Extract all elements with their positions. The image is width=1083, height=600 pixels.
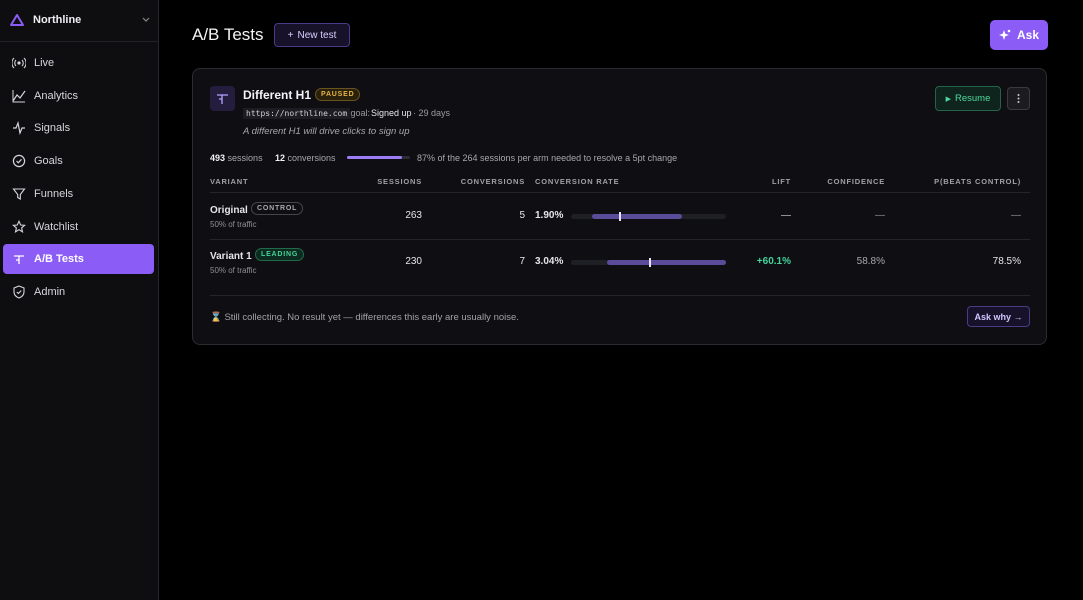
more-button[interactable] [1007, 87, 1030, 110]
rate-cell: 3.04% [535, 256, 564, 267]
row-rule [210, 239, 1030, 240]
rate-interval [591, 214, 683, 219]
page-title: A/B Tests [192, 25, 264, 44]
nav-label: Signals [34, 122, 71, 135]
nav-icon [12, 219, 26, 233]
test-age: · 29 days [413, 108, 451, 118]
rate-track [571, 258, 726, 267]
nav-label: A/B Tests [34, 253, 84, 266]
lift-cell: — [781, 210, 791, 221]
nav-label: Watchlist [34, 220, 79, 233]
ask-why-button[interactable]: Ask why → [967, 306, 1030, 327]
sessions-stat: 493 sessions [210, 153, 263, 163]
column-header: SESSIONS [377, 177, 422, 186]
brand-chevron[interactable] [141, 16, 151, 24]
resume-label: Resume [955, 93, 991, 104]
goal-label: · goal: [345, 108, 371, 118]
nav-label: Goals [34, 155, 63, 168]
variant-name: Variant 1 [210, 251, 252, 262]
nav-item[interactable]: Signals [3, 113, 154, 143]
column-header: LIFT [771, 177, 791, 186]
new-test-label: New test [297, 29, 337, 41]
column-header: VARIANT [210, 177, 249, 186]
nav-icon [14, 255, 24, 265]
column-header: CONFIDENCE [827, 177, 885, 186]
divider [0, 41, 158, 42]
play-icon: ▶ [945, 95, 951, 103]
brand-name[interactable]: Northline [33, 14, 82, 26]
variant-badge: LEADING [255, 248, 305, 261]
footer-rule [210, 295, 1030, 296]
header-rule [210, 192, 1030, 193]
sessions-cell: 230 [405, 256, 422, 267]
test-name[interactable]: Different H1 [243, 88, 312, 102]
sessions-label: sessions [227, 153, 263, 163]
nav-label: Funnels [34, 187, 74, 200]
nav-icon [12, 57, 26, 69]
nav-icon [13, 285, 25, 299]
column-header: P(BEATS CONTROL) [934, 177, 1021, 186]
nav-item[interactable]: Watchlist [3, 212, 154, 242]
ask-label: Ask [1016, 28, 1039, 42]
nav-icon [13, 121, 25, 136]
sidebar: Northline Live Analytics Signals Goals Funne… [0, 0, 159, 600]
nav-label: Live [34, 57, 55, 69]
nav-icon [12, 188, 26, 200]
nav-icon [12, 154, 26, 168]
rate-track [571, 212, 726, 221]
confidence-cell: 58.8% [856, 256, 885, 267]
nav-item[interactable]: Live [3, 48, 154, 78]
variant-name: Original [210, 205, 248, 216]
hypothesis: A different H1 will drive clicks to sign… [243, 126, 410, 137]
lift-cell: +60.1% [756, 256, 791, 267]
conversions-label: conversions [287, 153, 336, 163]
rate-interval [607, 260, 726, 265]
sessions-cell: 263 [405, 210, 422, 221]
p-beats-cell: — [1011, 210, 1021, 221]
conversions-cell: 5 [519, 210, 525, 221]
confidence-cell: — [875, 210, 885, 221]
progress-text: 87% of the 264 sessions per arm needed t… [417, 153, 678, 163]
sessions-count: 493 [210, 153, 226, 163]
nav-item[interactable]: Funnels [3, 179, 154, 209]
hourglass-icon: ⌛ [210, 312, 225, 323]
test-icon [210, 86, 235, 111]
traffic-share: 50% of traffic [210, 266, 257, 275]
status-badge: PAUSED [315, 88, 361, 101]
variant-badge: CONTROL [251, 202, 304, 215]
rate-marker [619, 212, 622, 221]
nav-item[interactable]: Analytics [3, 81, 154, 111]
goal-value: Signed up [371, 108, 412, 118]
new-test-button[interactable]: + New test [274, 23, 350, 47]
rate-cell: 1.90% [535, 210, 564, 221]
rate-marker [648, 258, 651, 267]
ask-button[interactable]: Ask [990, 20, 1048, 50]
nav-item[interactable]: Goals [3, 146, 154, 176]
column-header: CONVERSION RATE [535, 177, 620, 186]
conversions-count: 12 [275, 153, 286, 163]
resume-button[interactable]: ▶ Resume [935, 86, 1001, 111]
conversions-stat: 12 conversions [275, 153, 336, 163]
sparkle-icon [998, 29, 1011, 40]
footer-text: Still collecting. No result yet — differ… [224, 312, 519, 323]
nav-item[interactable]: Admin [3, 277, 154, 307]
plus-icon: + [287, 29, 294, 41]
progress-track [347, 156, 410, 159]
footer-note: ⌛ Still collecting. No result yet — diff… [210, 312, 519, 323]
column-header: CONVERSIONS [460, 177, 525, 186]
progress-fill [347, 156, 402, 159]
conversions-cell: 7 [519, 256, 525, 267]
brand-logo [10, 14, 24, 26]
nav-icon [12, 89, 26, 103]
nav-item[interactable]: A/B Tests [3, 244, 154, 275]
traffic-share: 50% of traffic [210, 220, 257, 229]
p-beats-cell: 78.5% [992, 256, 1021, 267]
nav-label: Admin [34, 285, 66, 298]
nav-label: Analytics [34, 89, 79, 102]
test-url: https://northline.com [243, 108, 351, 119]
